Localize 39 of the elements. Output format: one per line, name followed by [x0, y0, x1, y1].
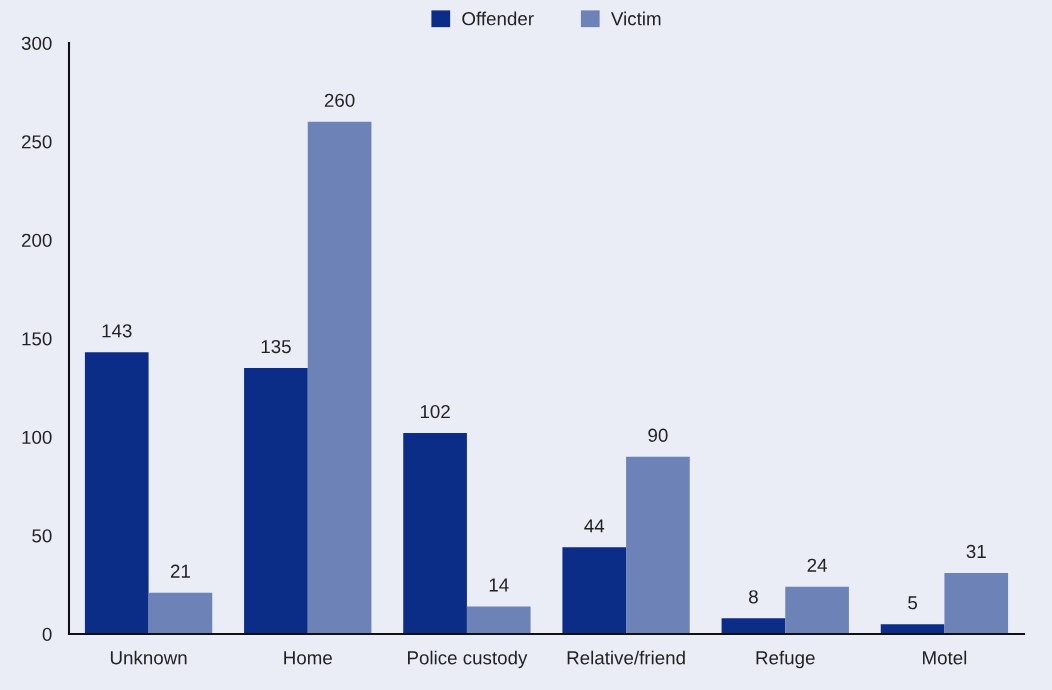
bar: [466, 606, 531, 634]
x-tick-label: Motel: [923, 650, 967, 665]
bar: [307, 121, 372, 634]
bar: [403, 433, 467, 634]
data-label: 135: [261, 339, 291, 354]
data-label: 14: [489, 578, 509, 592]
x-tick-label: Police custody: [408, 650, 528, 669]
y-tick-label: 50: [32, 529, 52, 543]
y-tick-label: 250: [22, 135, 52, 149]
bar: [626, 456, 690, 634]
data-label: 24: [807, 558, 827, 572]
x-tick-label: Home: [284, 651, 332, 665]
bar: [84, 352, 149, 634]
x-tick-label: Relative/friend: [567, 650, 685, 665]
y-tick-label: 100: [22, 430, 52, 444]
bar: [721, 618, 786, 634]
x-tick-label: Unknown: [110, 650, 187, 665]
data-label: 90: [648, 428, 668, 442]
y-tick-label: 0: [42, 627, 52, 641]
bar: [244, 368, 308, 634]
data-label: 102: [420, 404, 450, 419]
bar: [562, 547, 627, 634]
data-label: 31: [966, 544, 986, 559]
legend-label: Victim: [610, 11, 661, 26]
y-tick-label: 150: [22, 332, 52, 346]
data-label: 260: [324, 93, 355, 107]
data-label: 44: [584, 519, 605, 533]
legend-label: Offender: [462, 11, 534, 26]
data-label: 5: [908, 596, 918, 610]
y-tick-label: 200: [22, 233, 52, 247]
data-label: 21: [170, 564, 190, 578]
bar: [880, 624, 945, 634]
y-tick-label: 300: [21, 36, 52, 50]
bar: [148, 592, 213, 634]
bar: [785, 586, 849, 634]
bar: [944, 572, 1009, 634]
data-label: 143: [102, 324, 132, 338]
data-label: 8: [749, 590, 758, 604]
x-tick-label: Refuge: [756, 650, 815, 669]
